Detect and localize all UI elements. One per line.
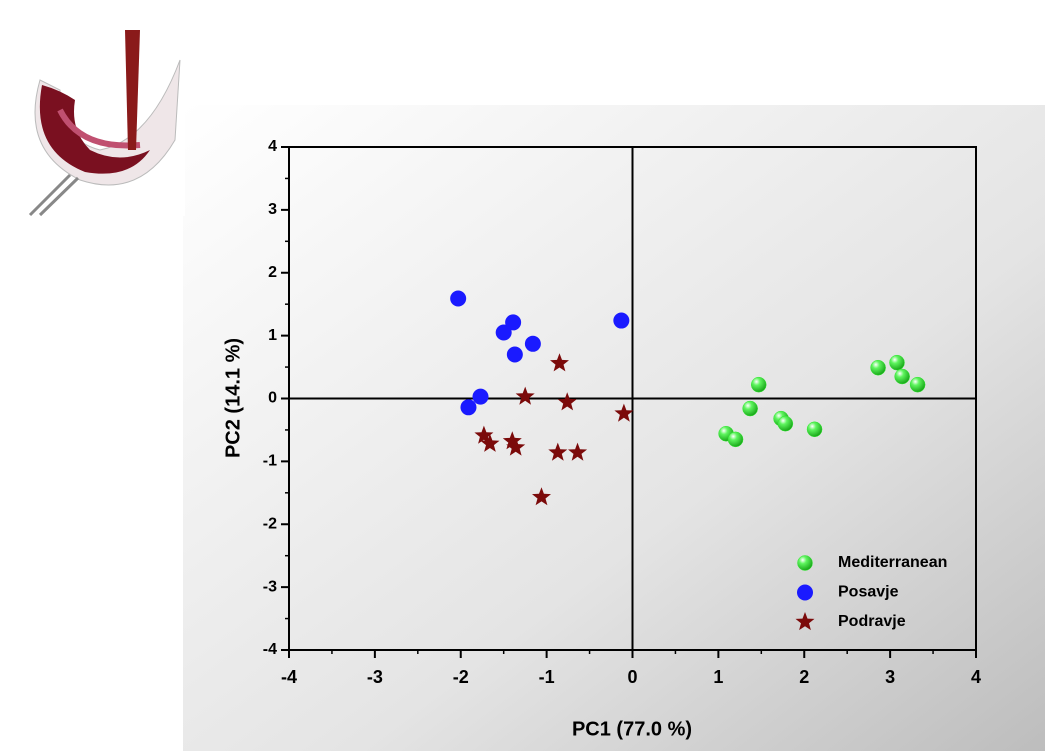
star-point	[614, 403, 634, 422]
x-tick-label: 3	[885, 667, 895, 687]
x-tick-label: -1	[539, 667, 555, 687]
sphere-point	[870, 359, 886, 376]
star-point	[506, 437, 526, 456]
star-point	[532, 487, 551, 506]
sphere-point	[806, 421, 823, 438]
x-tick-label: 4	[971, 667, 981, 687]
y-tick-label: 0	[268, 390, 277, 407]
star-point	[550, 353, 569, 372]
circle-point	[506, 346, 523, 363]
sphere-point	[742, 400, 758, 417]
circle-point	[495, 324, 512, 341]
background-panel	[183, 105, 1045, 751]
x-tick-label: 0	[627, 667, 637, 687]
y-tick-label: -1	[263, 453, 277, 470]
x-tick-label: -2	[453, 667, 469, 687]
y-tick-label: 2	[268, 264, 277, 281]
x-axis-label: PC1 (77.0 %)	[572, 718, 692, 740]
sphere-point	[777, 415, 794, 432]
legend-label: Posavje	[838, 584, 899, 601]
x-tick-label: -4	[281, 667, 297, 687]
circle-point	[524, 335, 541, 352]
legend-marker	[797, 555, 813, 571]
y-tick-label: 1	[268, 327, 277, 344]
star-point	[568, 442, 588, 461]
sphere-point	[727, 431, 744, 448]
y-tick-label: 3	[268, 201, 277, 218]
star-point	[557, 392, 577, 411]
x-tick-label: 2	[799, 667, 809, 687]
star-point	[502, 431, 522, 450]
star-point	[480, 433, 500, 452]
sphere-point	[894, 368, 910, 385]
circle-point	[505, 314, 522, 331]
circle-point	[450, 290, 467, 307]
star-point	[515, 386, 535, 405]
legend-marker	[795, 612, 815, 631]
x-tick-label: 1	[713, 667, 723, 687]
x-tick-label: -3	[367, 667, 383, 687]
legend-marker	[797, 584, 813, 601]
sphere-point	[909, 376, 926, 393]
star-point	[548, 442, 568, 461]
y-tick-label: -2	[263, 515, 277, 532]
star-point	[474, 425, 494, 444]
y-tick-label: -3	[263, 578, 277, 595]
circle-point	[460, 399, 477, 416]
y-tick-label: 4	[268, 138, 277, 155]
circle-point	[613, 312, 630, 329]
y-tick-label: -4	[263, 641, 277, 658]
legend-label: Podravje	[838, 613, 906, 630]
y-axis-label: PC2 (14.1 %)	[222, 338, 244, 458]
sphere-point	[750, 376, 767, 393]
sphere-point	[889, 354, 905, 371]
wine-glass-picture	[0, 28, 185, 217]
legend-label: Mediterranean	[838, 554, 947, 571]
circle-point	[472, 388, 489, 405]
